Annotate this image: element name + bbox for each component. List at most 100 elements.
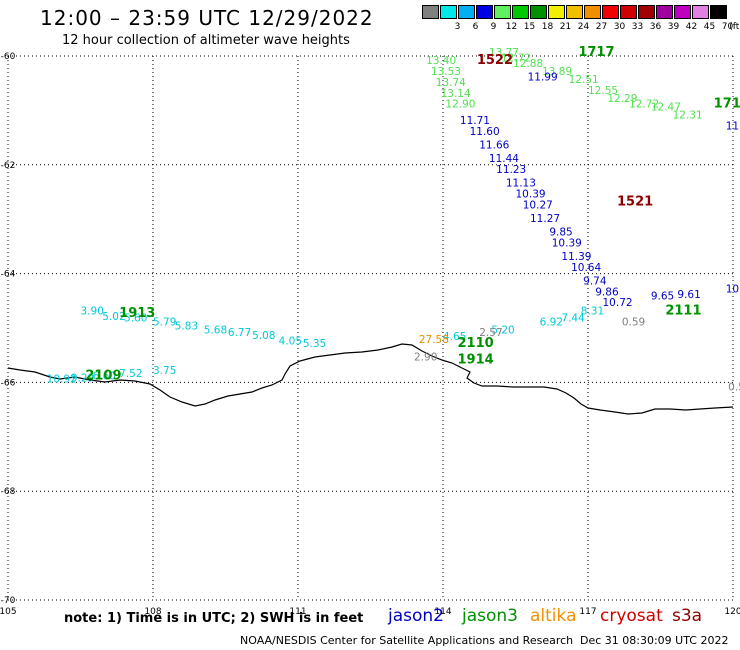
wave-height-label: 10.72: [603, 297, 633, 309]
wave-height-label: 10.27: [523, 199, 553, 211]
wave-height-label: 10.39: [516, 188, 546, 200]
wave-height-label: 11.27: [530, 213, 560, 225]
wave-height-label: 5.08: [252, 330, 275, 342]
wave-height-label: 11.99: [528, 71, 558, 83]
wave-height-label: 9.74: [583, 275, 607, 287]
legend-label: 6: [472, 22, 479, 32]
legend-swatch: [638, 5, 655, 19]
legend-label: 24: [577, 22, 590, 32]
track-time-label: 2110: [458, 336, 494, 351]
wave-height-label: 12.72: [629, 99, 659, 111]
wave-height-label: 12.47: [651, 101, 681, 113]
legend-label: 30: [613, 22, 626, 32]
track-time-label: 1522: [477, 53, 513, 68]
track-time-label: 1718: [714, 97, 740, 112]
lon-tick-label: 111: [289, 607, 306, 617]
lat-tick-label: -60: [1, 52, 16, 62]
wave-height-label: 12.90: [445, 99, 475, 111]
wave-height-label: 13.89: [542, 66, 572, 78]
legend-swatch: [476, 5, 493, 19]
wave-height-label: 12.72: [501, 52, 531, 64]
legend-swatch: [458, 5, 475, 19]
legend-swatch: [674, 5, 691, 19]
wave-height-label: 4.65: [443, 331, 466, 343]
antarctic-coastline: [7, 343, 734, 415]
legend-label: 12: [505, 22, 518, 32]
wave-height-label: 10.92: [47, 373, 77, 385]
wave-height-label: 13.40: [426, 55, 456, 67]
wave-height-label: 0.59: [622, 316, 645, 328]
legend-swatch: [602, 5, 619, 19]
timestamp-text: Dec 31 08:30:09 UTC 2022: [580, 634, 729, 647]
lon-tick-label: 105: [0, 607, 17, 617]
wave-height-label: 5.20: [491, 324, 514, 336]
wave-height-label: 13.53: [431, 66, 461, 78]
satellite-name: s3a: [672, 606, 703, 626]
wave-height-label: 12.31: [673, 110, 703, 122]
wave-height-label: 5.35: [303, 338, 326, 350]
legend-label: 21: [559, 22, 572, 32]
legend-label: 70: [721, 22, 734, 32]
observation-labels: 13.4013.5313.7413.1412.9013.7712.7212.88…: [47, 45, 740, 394]
legend-label: 45: [703, 22, 716, 32]
wave-height-label: 4.05: [279, 335, 302, 347]
legend-swatch: [692, 5, 709, 19]
lon-tick-label: 117: [579, 607, 596, 617]
wave-height-label: 6.92: [540, 316, 563, 328]
satellite-name: jason2: [388, 606, 444, 626]
legend-label: 18: [541, 22, 554, 32]
legend-label: 42: [685, 22, 698, 32]
lat-tick-label: -66: [1, 378, 16, 388]
wave-height-label: 12.55: [588, 85, 618, 97]
legend-swatch: [548, 5, 565, 19]
wave-height-label: 5.68: [204, 324, 227, 336]
lat-tick-label: -70: [1, 596, 16, 606]
page-subtitle: 12 hour collection of altimeter wave hei…: [62, 33, 350, 48]
track-time-label: 1914: [458, 352, 494, 367]
wave-height-label: 3.90: [81, 305, 104, 317]
wave-height-label: 7.52: [119, 368, 142, 380]
legend-swatch: [656, 5, 673, 19]
legend-swatch: [566, 5, 583, 19]
wave-height-label: 27.58: [419, 334, 449, 346]
wave-height-label: 11.60: [470, 126, 500, 138]
lat-tick-label: -68: [1, 487, 16, 497]
legend-label: 39: [667, 22, 680, 32]
wave-height-label: 11.23: [496, 164, 526, 176]
wave-height-label: 12.51: [569, 74, 599, 86]
track-time-label: 2109: [85, 369, 121, 384]
wave-height-label: 2.90: [414, 352, 437, 364]
footer-note: note: 1) Time is in UTC; 2) SWH is in fe…: [64, 611, 364, 626]
page-title: 12:00 – 23:59 UTC 12/29/2022: [40, 6, 374, 30]
wave-height-label: 11.: [726, 120, 740, 132]
wave-height-label: 13.14: [441, 88, 471, 100]
wave-height-label: 10.: [726, 284, 740, 296]
wave-height-label: 11.39: [561, 251, 591, 263]
wave-height-label: 13.74: [436, 77, 466, 89]
legend-swatch: [530, 5, 547, 19]
legend-swatch: [620, 5, 637, 19]
coastline: [7, 343, 734, 415]
satellite-name: jason3: [462, 606, 518, 626]
legend-swatch: [512, 5, 529, 19]
wave-height-label: 11.13: [506, 178, 536, 190]
lat-tick-label: -62: [1, 161, 16, 171]
legend-label: 3: [454, 22, 461, 32]
legend-label: 9: [490, 22, 497, 32]
wave-height-label: 6.60: [93, 371, 116, 383]
wave-height-label: 3.75: [153, 365, 176, 377]
credit-text: NOAA/NESDIS Center for Satellite Applica…: [240, 634, 574, 647]
track-time-label: 1521: [617, 195, 653, 210]
legend-label: 36: [649, 22, 662, 32]
legend-label: 15: [523, 22, 536, 32]
legend-swatch: [584, 5, 601, 19]
legend-swatch: [494, 5, 511, 19]
wave-height-label: 6.77: [228, 327, 251, 339]
wave-height-label: 2.57: [479, 327, 502, 339]
legend-label: 27: [595, 22, 608, 32]
legend-swatch: [422, 5, 439, 19]
legend-swatch: [710, 5, 727, 19]
satellite-name: altika: [530, 606, 577, 626]
wave-height-label: 9.65: [651, 291, 674, 303]
